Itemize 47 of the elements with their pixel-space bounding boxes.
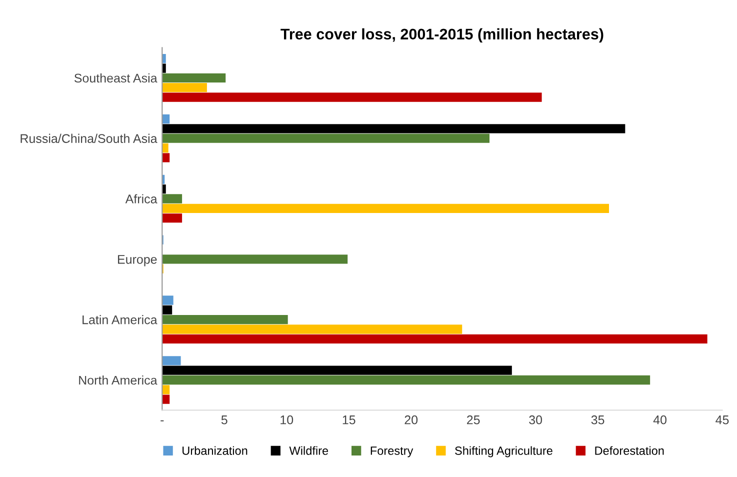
x-tick-label: 25 [466,415,480,424]
bar [162,73,226,82]
bar [162,254,348,264]
x-tick-label: 15 [342,416,356,424]
legend-label: Shifting Agriculture [455,446,552,458]
bar [162,394,170,404]
y-tick-label: Russia/China/South Asia [20,134,158,143]
bar [162,315,288,324]
bar [162,305,172,315]
bar [162,54,166,64]
legend-label: Urbanization [182,446,248,455]
bar [162,114,170,124]
x-tick-label: 30 [529,415,542,424]
bar [162,366,512,375]
bar [162,334,708,344]
x-tick-label: - [160,420,164,422]
bar [162,153,170,162]
legend-label: Forestry [370,446,414,458]
bar [162,324,462,334]
bar [162,296,174,305]
x-tick-label: 40 [653,415,666,424]
bar [162,204,609,214]
bar [162,64,166,73]
bar [162,82,207,92]
x-tick-label: 10 [280,415,294,424]
bar [162,375,650,385]
y-tick-label: Europe [118,255,157,266]
bar [162,194,182,204]
legend-label: Deforestation [595,446,664,455]
x-tick-label: 35 [591,415,604,424]
bar [162,385,170,394]
bar [162,213,182,223]
x-tick-label: 5 [221,416,228,424]
bar [162,143,168,153]
bar [162,134,490,143]
legend-label: Wildfire [289,446,328,455]
chart-title: Tree cover loss, 2001-2015 (million hectares) [280,28,604,43]
x-tick-label: 20 [404,415,418,424]
y-tick-label: Southeast Asia [74,73,158,83]
y-tick-label: North America [79,375,158,385]
bar [162,356,181,366]
bar [162,124,626,134]
x-tick-label: 45 [716,416,729,424]
y-tick-label: Latin America [82,315,158,324]
bar [162,184,166,194]
y-tick-label: Africa [125,194,158,204]
bar [162,92,542,102]
